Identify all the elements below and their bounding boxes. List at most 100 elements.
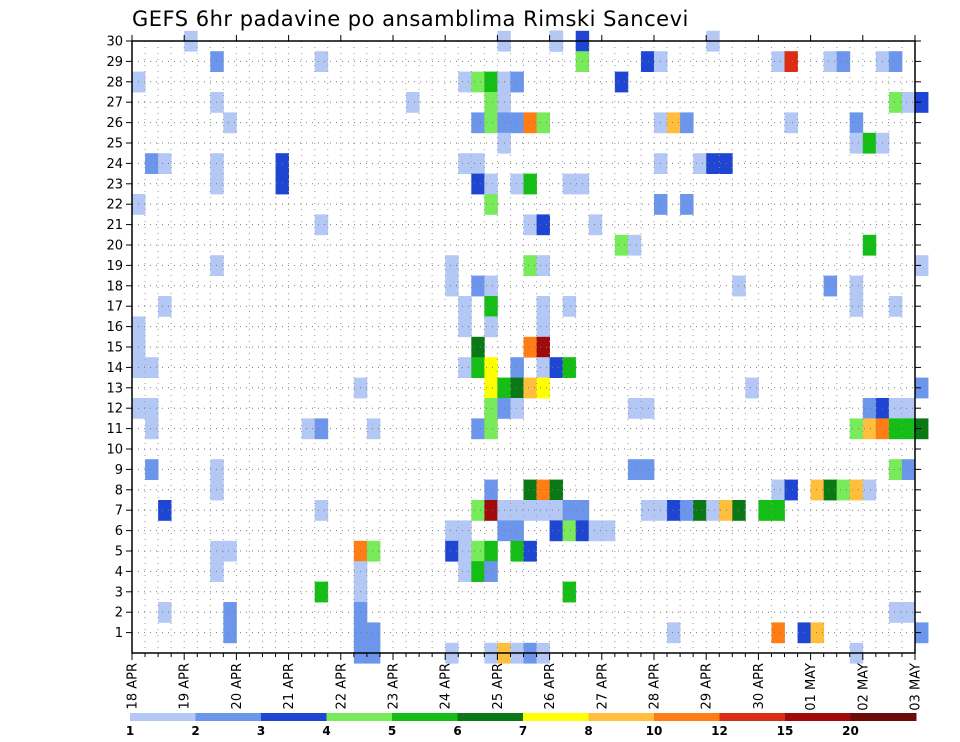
heatmap-cell (484, 500, 498, 521)
heatmap-cell (640, 51, 655, 72)
heatmap-cell (484, 71, 498, 93)
heatmap-cell (145, 459, 159, 480)
heatmap-cell (823, 275, 838, 297)
heatmap-cell (536, 316, 550, 338)
y-tick-label: 27 (106, 96, 123, 111)
y-tick-label: 12 (106, 402, 123, 417)
legend-label: 10 (646, 724, 663, 738)
legend-label: 7 (519, 724, 527, 738)
heatmap-cell (484, 377, 498, 399)
heatmap-cell (223, 112, 237, 134)
heatmap-cell (588, 214, 603, 236)
heatmap-cell (888, 398, 903, 419)
heatmap-cell (719, 500, 733, 521)
heatmap-cell (510, 71, 524, 93)
heatmap-cell (680, 112, 694, 134)
legend-label: 3 (257, 724, 265, 738)
heatmap-cell (210, 540, 224, 562)
heatmap-cell (771, 622, 785, 644)
heatmap-cell (471, 561, 485, 582)
heatmap-cell (445, 540, 459, 562)
y-tick-label: 24 (106, 157, 123, 172)
heatmap-cell (366, 622, 381, 644)
heatmap-cell (706, 500, 720, 521)
legend-label: 2 (191, 724, 199, 738)
legend-swatch (588, 713, 655, 721)
heatmap-cell (145, 153, 159, 174)
heatmap-cell (771, 500, 785, 521)
heatmap-cell (862, 132, 877, 154)
heatmap-cell (523, 336, 537, 358)
heatmap-cell (549, 520, 564, 542)
heatmap-cell (562, 296, 577, 317)
heatmap-cell (210, 173, 224, 195)
legend-swatch (523, 713, 589, 721)
heatmap-cell (784, 112, 798, 134)
heatmap-cell (210, 561, 224, 582)
heatmap-cell (523, 255, 537, 276)
heatmap-cell (771, 51, 785, 72)
heatmap-cell (915, 418, 929, 440)
heatmap-cell (901, 92, 916, 113)
heatmap-cell (210, 51, 224, 72)
heatmap-cell (510, 500, 524, 521)
heatmap-cell (223, 602, 237, 623)
heatmap-cell (849, 296, 864, 317)
heatmap-cell (849, 275, 864, 297)
legend-label: 20 (842, 724, 859, 738)
x-tick-label: 27 APR (595, 663, 610, 709)
heatmap-cell (471, 336, 485, 358)
heatmap-cell (145, 418, 159, 440)
heatmap-cell (836, 479, 851, 501)
heatmap-cell (915, 377, 929, 399)
x-tick-label: 22 APR (334, 663, 349, 709)
x-tick-label: 28 APR (648, 663, 663, 709)
heatmap-cell (888, 418, 903, 440)
x-tick-label: 19 APR (178, 663, 193, 709)
heatmap-cell (810, 622, 825, 644)
heatmap-cell (901, 418, 916, 440)
heatmap-cell (680, 500, 694, 521)
y-tick-label: 20 (106, 239, 123, 254)
heatmap-cell (614, 71, 629, 93)
heatmap-cell (471, 540, 485, 562)
heatmap-cell (588, 520, 603, 542)
legend-swatch (326, 713, 393, 721)
legend-swatch (130, 713, 196, 721)
heatmap-cell (471, 275, 485, 297)
heatmap-cell (536, 296, 550, 317)
heatmap-cell (536, 377, 550, 399)
x-tick-label: 03 MAY (909, 663, 924, 711)
legend-swatch (654, 713, 720, 721)
x-tick-label: 23 APR (387, 663, 402, 709)
heatmap-cell (471, 418, 485, 440)
heatmap-cell (549, 479, 564, 501)
heatmap-cell (484, 540, 498, 562)
heatmap-cell (849, 418, 864, 440)
heatmap-cell (771, 479, 785, 501)
heatmap-cell (458, 540, 472, 562)
legend-label: 6 (453, 724, 461, 738)
heatmap-cell (523, 377, 537, 399)
heatmap-cell (627, 459, 642, 480)
heatmap-cell (145, 357, 159, 378)
legend-swatch (392, 713, 458, 721)
heatmap-cell (640, 500, 655, 521)
heatmap-cell (210, 153, 224, 174)
heatmap-cell (484, 112, 498, 134)
heatmap-cell (732, 500, 746, 521)
y-tick-label: 18 (106, 279, 123, 294)
heatmap-cell (510, 520, 524, 542)
heatmap-cell (888, 51, 903, 72)
heatmap-cell (471, 357, 485, 378)
x-tick-label: 24 APR (439, 663, 454, 709)
heatmap-cell (888, 602, 903, 623)
heatmap-cell (536, 336, 550, 358)
heatmap-cell (158, 153, 172, 174)
y-tick-label: 6 (115, 524, 123, 539)
legend-label: 5 (388, 724, 396, 738)
legend-label: 15 (777, 724, 794, 738)
heatmap-cell (406, 92, 420, 113)
heatmap-cell (458, 316, 472, 338)
heatmap-cell (458, 357, 472, 378)
